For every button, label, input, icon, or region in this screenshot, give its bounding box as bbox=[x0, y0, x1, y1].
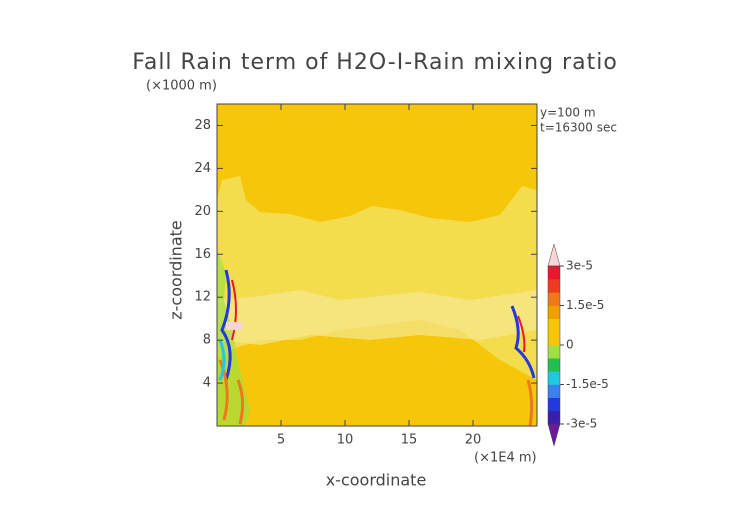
colorbar-band bbox=[548, 331, 560, 346]
chart-title: Fall Rain term of H2O-I-Rain mixing rati… bbox=[132, 50, 618, 75]
field-contour bbox=[220, 269, 232, 381]
x-axis-label: x-coordinate bbox=[326, 471, 427, 490]
colorbar-band bbox=[548, 410, 560, 425]
field-region bbox=[217, 290, 537, 345]
x-tick-label: 20 bbox=[465, 433, 482, 448]
field-contour bbox=[218, 359, 245, 425]
field bbox=[217, 104, 537, 427]
colorbar-band bbox=[548, 371, 560, 385]
colorbar: 3e-5 1.5e-5 0 -1.5e-5 -3e-5 bbox=[547, 243, 609, 447]
colorbar-band bbox=[548, 292, 560, 306]
colorbar-band bbox=[548, 318, 560, 333]
colorbar-band bbox=[548, 266, 560, 280]
y-tick-label: 20 bbox=[194, 204, 211, 219]
colorbar-band bbox=[548, 305, 560, 319]
x-tick-label: 15 bbox=[401, 433, 418, 448]
y-axis-label: z-coordinate bbox=[167, 220, 186, 320]
colorbar-band bbox=[548, 358, 560, 372]
colorbar-label: 0 bbox=[566, 338, 574, 352]
field-contour bbox=[517, 315, 526, 353]
colorbar-band bbox=[548, 345, 560, 359]
colorbar-label: 1.5e-5 bbox=[566, 298, 604, 312]
y-tick-label: 12 bbox=[194, 290, 211, 305]
y-tick-label: 24 bbox=[194, 161, 211, 176]
colorbar-band bbox=[548, 397, 560, 412]
annotation: t=16300 sec bbox=[540, 121, 617, 135]
colorbar-label: -1.5e-5 bbox=[566, 377, 609, 391]
annotation: y=100 m bbox=[540, 106, 596, 120]
colorbar-band bbox=[548, 279, 560, 293]
y-tick-label: 8 bbox=[203, 333, 211, 348]
colorbar-label: -3e-5 bbox=[566, 417, 597, 431]
field-region bbox=[226, 322, 242, 330]
field-contour bbox=[231, 279, 237, 341]
y-tick-label: 28 bbox=[194, 118, 211, 133]
x-tick-label: 10 bbox=[337, 433, 354, 448]
colorbar-end bbox=[547, 243, 561, 267]
field-contour bbox=[218, 339, 226, 381]
x-unit: (×1E4 m) bbox=[474, 451, 537, 466]
colorbar-end bbox=[547, 423, 561, 447]
y-tick-label: 16 bbox=[194, 247, 211, 262]
colorbar-band bbox=[548, 384, 560, 398]
field-contour bbox=[510, 305, 536, 379]
x-tick-label: 5 bbox=[277, 433, 285, 448]
field-contour bbox=[526, 379, 534, 427]
y-unit: (×1000 m) bbox=[146, 79, 217, 94]
y-tick-label: 4 bbox=[203, 376, 211, 391]
colorbar-label: 3e-5 bbox=[566, 259, 593, 273]
plot-frame bbox=[216, 103, 538, 427]
